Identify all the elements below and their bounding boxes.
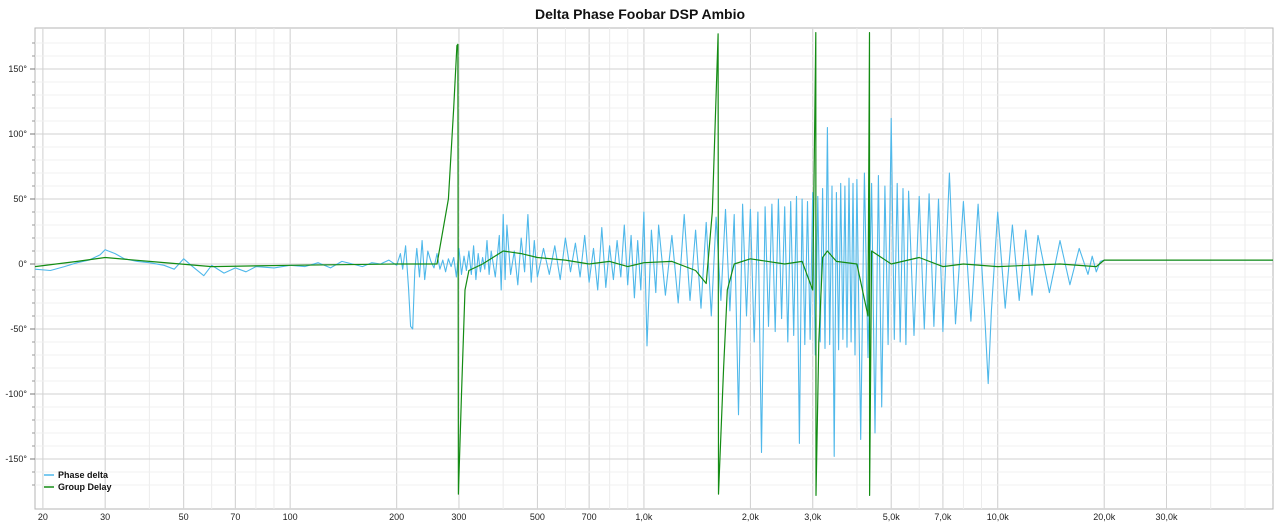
x-tick-label: 10,0k: [987, 512, 1010, 522]
x-tick-label: 700: [582, 512, 597, 522]
y-tick-label: 50°: [13, 194, 27, 204]
x-tick-label: 50: [179, 512, 189, 522]
y-tick-label: 100°: [8, 129, 27, 139]
y-tick-label: 150°: [8, 64, 27, 74]
x-tick-label: 200: [389, 512, 404, 522]
y-tick-label: -100°: [5, 389, 27, 399]
x-tick-label: 20: [38, 512, 48, 522]
legend-label-group-delay: Group Delay: [58, 482, 112, 492]
x-tick-label: 5,0k: [883, 512, 901, 522]
x-tick-label: 500: [530, 512, 545, 522]
grid-lines: [35, 28, 1273, 509]
x-tick-label: 30: [100, 512, 110, 522]
series-line-group-delay: [34, 32, 1273, 496]
series-line-phase-delta: [34, 117, 1273, 457]
x-tick-label: 7,0k: [934, 512, 952, 522]
y-tick-label: -50°: [10, 324, 27, 334]
x-tick-label: 300: [451, 512, 466, 522]
axis-tick-labels: 20 30 50 70 100 200 300 500 700 1,0k 2,0k 3,0k 5,0k 7…: [5, 42, 1178, 522]
x-tick-label: 20,0k: [1093, 512, 1116, 522]
x-tick-label: 100: [283, 512, 298, 522]
x-tick-label: 1,0k: [635, 512, 653, 522]
y-tick-label: -150°: [5, 454, 27, 464]
chart-legend[interactable]: Phase delta Group Delay: [44, 470, 112, 492]
x-tick-label: 3,0k: [804, 512, 822, 522]
x-tick-label: 2,0k: [742, 512, 760, 522]
y-tick-label: 0°: [18, 259, 27, 269]
x-tick-label: 70: [230, 512, 240, 522]
x-tick-label: 30,0k: [1155, 512, 1178, 522]
legend-label-phase-delta: Phase delta: [58, 470, 109, 480]
series-lines: [34, 32, 1273, 496]
chart-title: Delta Phase Foobar DSP Ambio: [534, 6, 746, 22]
